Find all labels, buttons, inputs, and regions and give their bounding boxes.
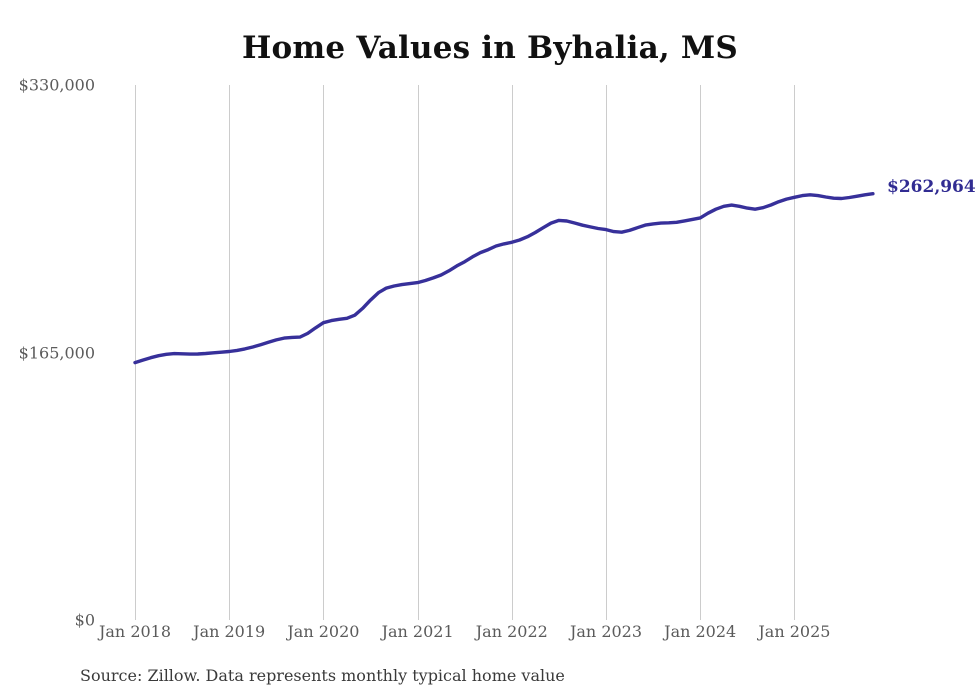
x-tick-label: Jan 2024 xyxy=(664,622,737,641)
y-tick-label: $0 xyxy=(74,610,95,630)
x-tick-label: Jan 2023 xyxy=(569,622,643,641)
y-tick-label: $330,000 xyxy=(18,75,95,95)
y-tick-label: $165,000 xyxy=(18,343,95,362)
chart-title: Home Values in Byhalia, MS xyxy=(242,30,738,66)
home-value-line xyxy=(133,191,875,365)
source-note: Source: Zillow. Data represents monthly … xyxy=(80,666,565,685)
x-tick-label: Jan 2021 xyxy=(381,622,454,641)
current-value-label: $262,964 xyxy=(887,176,976,197)
x-tick-label: Jan 2022 xyxy=(475,622,548,641)
x-tick-label: Jan 2018 xyxy=(98,622,172,641)
x-tick-label: Jan 2025 xyxy=(758,622,831,641)
x-tick-label: Jan 2019 xyxy=(193,622,266,641)
x-tick-label: Jan 2020 xyxy=(287,622,360,641)
